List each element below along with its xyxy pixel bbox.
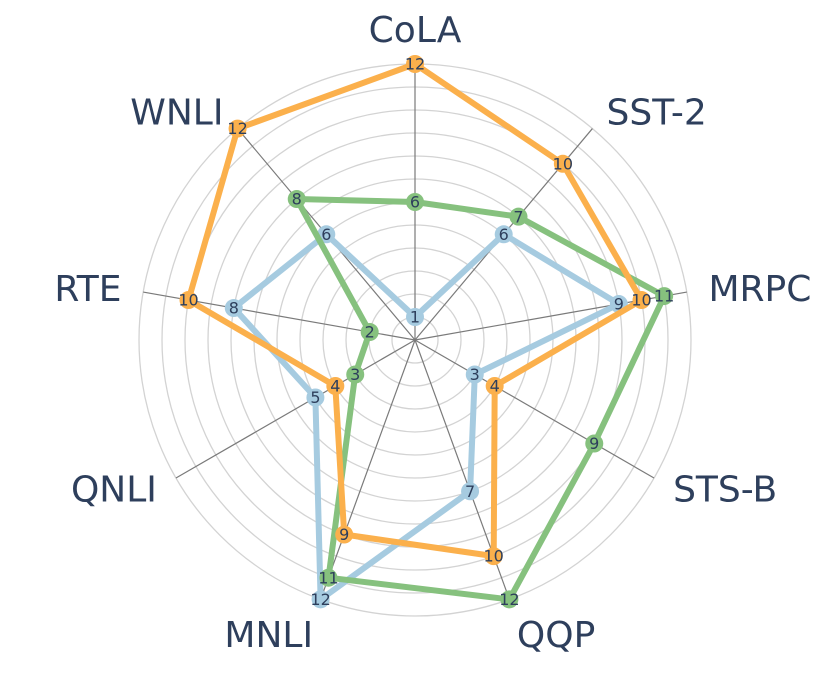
data-point-qqp — [484, 547, 503, 566]
data-label-cola: 6 — [410, 193, 420, 212]
data-label-qnli: 3 — [350, 365, 360, 384]
data-label-mnli: 9 — [339, 525, 349, 544]
data-point-rte — [179, 291, 198, 310]
axis-label-mrpc: MRPC — [708, 269, 811, 310]
data-label-rte: 8 — [229, 299, 239, 318]
data-point-mnli — [335, 525, 354, 544]
series-line-0 — [230, 231, 622, 603]
spoke-mnli — [320, 339, 416, 600]
data-point-sst-2 — [553, 154, 572, 173]
data-point-sts-b — [465, 365, 484, 384]
axis-label-mnli: MNLI — [224, 615, 313, 656]
data-label-sst-2: 7 — [513, 207, 523, 226]
data-label-qnli: 4 — [330, 377, 340, 396]
axis-labels: CoLA SST-2 MRPC STS-B QQP MNLI QNLI RTE WNLI — [54, 10, 811, 656]
data-label-sst-2: 6 — [499, 225, 509, 244]
axis-label-wnli: WNLI — [130, 92, 223, 133]
series-line-1 — [293, 196, 668, 603]
data-point-qnli — [326, 377, 345, 395]
data-label-mnli: 11 — [318, 568, 338, 587]
data-point-qqp — [500, 590, 519, 609]
data-label-rte: 2 — [365, 323, 375, 342]
data-point-wnli — [228, 119, 247, 138]
series-0: 1 6 9 3 7 12 5 8 6 — [224, 225, 628, 609]
data-point-sst-2 — [509, 207, 528, 226]
axis-label-rte: RTE — [54, 269, 121, 310]
data-label-mrpc: 11 — [654, 287, 674, 306]
data-label-qnli: 5 — [310, 388, 320, 407]
data-label-wnli: 12 — [227, 119, 247, 138]
data-point-mrpc — [632, 291, 651, 310]
data-point-qnli — [346, 365, 365, 384]
data-label-wnli: 6 — [321, 225, 331, 244]
series-line-2 — [185, 61, 645, 560]
spoke-qnli — [175, 339, 416, 479]
data-label-qqp: 10 — [483, 547, 503, 566]
data-point-wnli — [287, 190, 306, 209]
data-point-sts-b — [485, 377, 504, 395]
data-point-qnli — [306, 388, 325, 407]
data-label-sts-b: 9 — [589, 434, 599, 453]
data-label-cola: 1 — [410, 308, 420, 327]
data-label-mnli: 12 — [310, 590, 330, 609]
data-point-rte — [360, 323, 379, 342]
radar-spokes — [143, 64, 687, 600]
data-label-mrpc: 9 — [614, 295, 624, 314]
data-label-rte: 10 — [178, 291, 198, 310]
axis-label-sts-b: STS-B — [673, 470, 777, 511]
data-point-sst-2 — [494, 225, 513, 244]
data-label-sts-b: 4 — [490, 377, 500, 396]
data-point-mnli — [311, 590, 330, 609]
data-label-sst-2: 10 — [553, 154, 573, 173]
axis-label-cola: CoLA — [369, 10, 462, 51]
data-label-sts-b: 3 — [470, 365, 480, 384]
data-point-mrpc — [655, 287, 674, 306]
data-label-cola: 12 — [405, 55, 425, 74]
spoke-sts-b — [414, 339, 655, 479]
axis-label-qnli: QNLI — [71, 470, 157, 511]
data-label-wnli: 8 — [292, 190, 302, 209]
data-label-qqp: 12 — [499, 590, 519, 609]
data-label-qqp: 7 — [465, 482, 475, 501]
data-point-mnli — [319, 568, 338, 587]
data-point-cola — [406, 55, 424, 73]
axis-label-qqp: QQP — [517, 615, 595, 656]
data-point-rte — [224, 299, 243, 318]
data-point-sts-b — [585, 434, 604, 453]
data-point-cola — [406, 308, 424, 326]
axis-label-sst-2: SST-2 — [607, 92, 707, 133]
data-point-cola — [406, 193, 424, 211]
data-point-qqp — [461, 482, 480, 501]
data-label-mrpc: 10 — [631, 291, 651, 310]
